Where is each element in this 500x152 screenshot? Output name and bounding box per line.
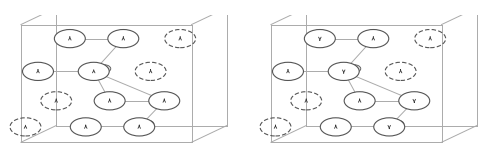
- Circle shape: [374, 118, 404, 136]
- Circle shape: [94, 92, 125, 110]
- Circle shape: [70, 118, 101, 136]
- Circle shape: [399, 92, 430, 110]
- Circle shape: [390, 120, 404, 128]
- Circle shape: [358, 29, 389, 48]
- Circle shape: [149, 92, 180, 110]
- Circle shape: [124, 118, 154, 136]
- Circle shape: [140, 120, 154, 128]
- Circle shape: [97, 65, 111, 73]
- Circle shape: [108, 29, 139, 48]
- Circle shape: [304, 29, 336, 48]
- Circle shape: [54, 29, 86, 48]
- Circle shape: [22, 62, 54, 80]
- Circle shape: [320, 118, 351, 136]
- Circle shape: [328, 62, 359, 80]
- Circle shape: [347, 65, 361, 73]
- Circle shape: [272, 62, 304, 80]
- Circle shape: [344, 92, 375, 110]
- Circle shape: [78, 62, 109, 80]
